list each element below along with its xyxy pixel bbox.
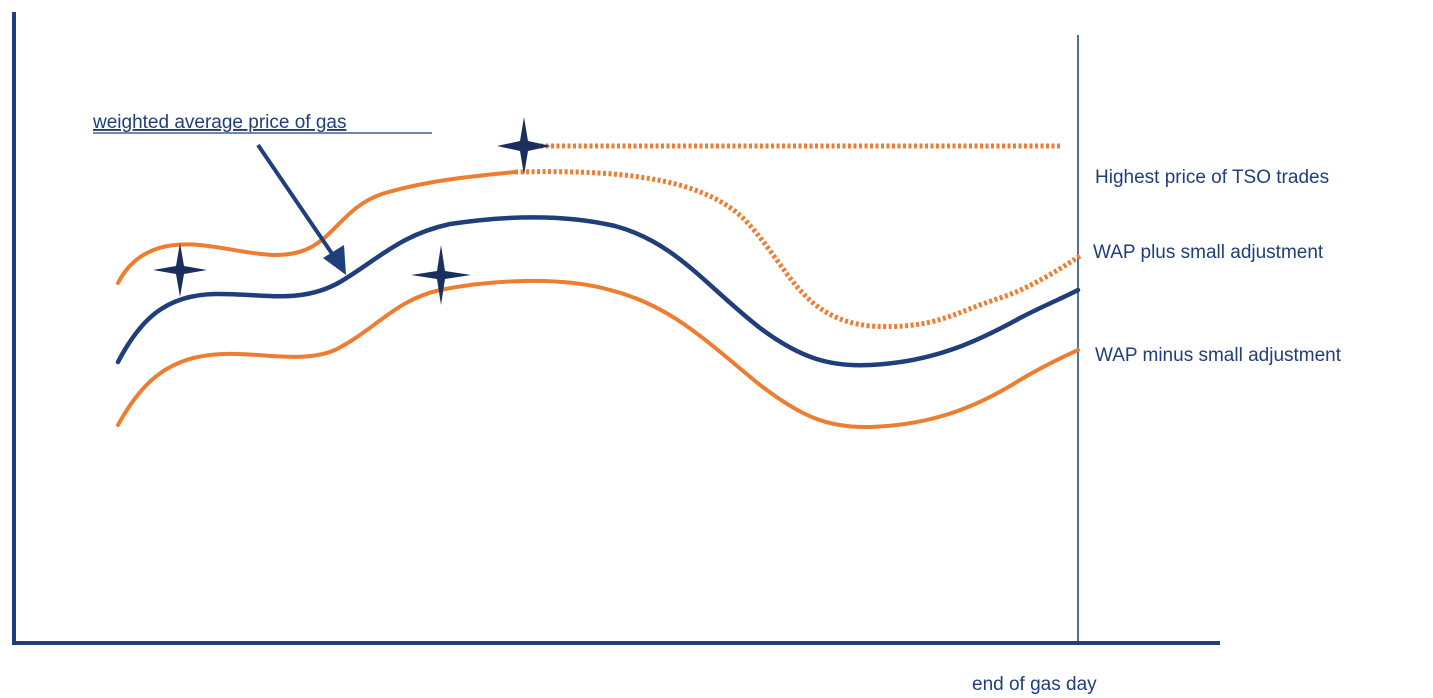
end-of-gas-day-label: end of gas day: [972, 674, 1097, 695]
trade-star-icon: [497, 117, 551, 175]
callout-arrow: [256, 143, 346, 275]
wap-plus-label: WAP plus small adjustment: [1093, 242, 1324, 263]
wap-minus-line: [116, 278, 1080, 430]
trade-star-icon: [411, 245, 471, 305]
wap-callout-label: weighted average price of gas: [92, 112, 347, 133]
highest-price-label: Highest price of TSO trades: [1095, 167, 1329, 188]
trade-star-icon: [153, 243, 207, 297]
wap-minus-label: WAP minus small adjustment: [1095, 345, 1342, 366]
wap-plus-line-dotted: [514, 169, 1082, 330]
wap-plus-line-solid: [116, 170, 517, 285]
wap-line: [115, 215, 1081, 368]
